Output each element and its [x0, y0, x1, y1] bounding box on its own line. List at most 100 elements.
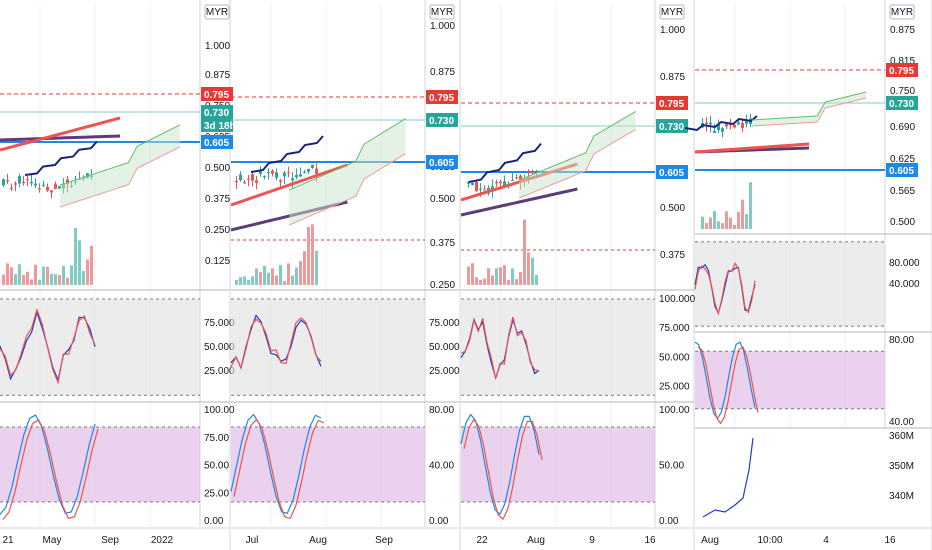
rsi-band [695, 241, 885, 327]
price-axis-tick: 1.000 [660, 25, 685, 36]
stoch-d-line [233, 418, 325, 520]
price-axis-tick: 0.500 [660, 203, 685, 214]
chart-panel-1[interactable]: MYR1.0000.8750.7500.6250.5000.3750.2500.… [0, 0, 236, 550]
volume-bar [50, 273, 53, 285]
price-axis-tick: 0.125 [205, 256, 230, 267]
price-label-text: 0.605 [429, 158, 454, 169]
time-axis-tick: 16 [644, 535, 656, 546]
price-axis-tick: 0.250 [430, 280, 455, 291]
candle-body [495, 182, 498, 184]
volume-bar [235, 280, 238, 285]
volume-bar [255, 268, 258, 285]
candle-body [259, 171, 262, 174]
candle-body [26, 179, 29, 181]
stochastic-band [461, 427, 655, 502]
volume-bar [271, 268, 274, 285]
volume-bar [299, 261, 302, 285]
price-axis-tick: 1.000 [430, 21, 455, 32]
volume-bar [70, 265, 73, 285]
candle-body [10, 187, 13, 189]
stochastic-band [695, 351, 885, 409]
stoch-axis-tick: 80.00 [429, 405, 454, 416]
chart-panel-3[interactable]: MYR1.0000.8750.7500.6250.5000.3750.7950.… [460, 0, 696, 550]
stoch-axis-tick: 25.00 [204, 488, 229, 499]
time-axis-tick: Aug [527, 535, 545, 546]
stoch-axis-tick: 100.00 [204, 405, 235, 416]
stochastic-band [0, 427, 200, 502]
volume-bar [2, 274, 5, 285]
candle-body [725, 124, 728, 127]
stoch-axis-tick: 0.00 [429, 516, 449, 527]
rsi-axis-tick: 50.000 [659, 352, 690, 363]
candle-body [287, 172, 290, 174]
time-axis-tick: 9 [589, 535, 595, 546]
volume-bar [709, 217, 712, 229]
volume-bar [729, 217, 732, 229]
stoch-d-line [2, 419, 99, 520]
rsi-axis-tick: 75.000 [204, 318, 235, 329]
candle-body [18, 176, 21, 184]
currency-badge-box[interactable] [204, 4, 230, 20]
currency-badge-box[interactable] [659, 4, 685, 20]
cloud-span-a [59, 124, 181, 186]
price-label-text: 0.795 [429, 93, 454, 104]
short-moving-average-line [468, 142, 542, 183]
chart-panel-4[interactable]: MYR 0.875 0.815 0.750 0.690 0.625 0.565 0.500 0.… [684, 0, 932, 550]
stoch-axis-tick: 50.00 [204, 461, 229, 472]
candle-body [291, 178, 294, 181]
volume-bar [279, 265, 282, 285]
candle-body [247, 178, 250, 180]
stochastic-band [231, 427, 425, 502]
candle-body [255, 180, 258, 183]
candle-body [263, 176, 266, 178]
rsi-axis-tick: 80.000 [889, 258, 920, 269]
currency-badge-box[interactable] [429, 4, 455, 20]
stoch-d-line [463, 418, 543, 521]
volume-bar [247, 279, 250, 285]
candle-body [737, 122, 740, 125]
price-label-teal [426, 113, 458, 127]
price-label-text: 0.795 [889, 66, 914, 77]
volume-bar [495, 268, 498, 285]
volume-bar [523, 219, 526, 285]
long-moving-average-line [460, 187, 578, 217]
volume-bar [315, 250, 318, 285]
chart-panel-2[interactable]: MYR1.0000.8750.7500.6250.5000.3750.2500.… [230, 0, 461, 550]
candle-body [471, 182, 474, 185]
candle-body [283, 172, 286, 177]
rsi-axis-tick: 25.000 [429, 366, 460, 377]
volume-bar [259, 272, 262, 285]
price-axis-tick: 0.625 [890, 154, 915, 165]
price-label-text: 0.605 [204, 138, 229, 149]
volume-bar [287, 263, 290, 285]
currency-badge[interactable]: MYR [204, 4, 230, 20]
mid-moving-average-line [230, 163, 348, 207]
volume-bar [479, 279, 482, 285]
volume-bar [46, 266, 49, 285]
cloud-span-a [751, 91, 867, 121]
candle-body [235, 180, 238, 183]
price-axis-tick: 0.375 [660, 250, 685, 261]
time-axis-tick: 22 [476, 535, 488, 546]
volume-bar [519, 272, 522, 285]
price-label-text: 0.605 [889, 166, 914, 177]
time-axis-tick: 10:00 [757, 535, 782, 546]
currency-badge[interactable]: MYR [659, 4, 685, 20]
candle-body [30, 181, 33, 184]
currency-badge[interactable]: MYR [889, 4, 915, 20]
price-axis-tick: 0.690 [890, 122, 915, 133]
candle-body [66, 179, 69, 185]
time-axis-tick: 2022 [151, 535, 174, 546]
rsi-axis-tick: 50.000 [204, 342, 235, 353]
cloud-span-b [751, 97, 867, 127]
candle-body [307, 168, 310, 172]
currency-badge-box[interactable] [889, 4, 915, 20]
currency-badge[interactable]: MYR [429, 4, 455, 20]
candle-body [2, 179, 5, 186]
price-label-red [656, 96, 688, 110]
price-axis-tick: 0.500 [430, 194, 455, 205]
rsi-band [0, 298, 200, 396]
currency-badge-label: MYR [206, 7, 228, 18]
rsi-band [231, 298, 425, 396]
price-label-red [426, 90, 458, 104]
